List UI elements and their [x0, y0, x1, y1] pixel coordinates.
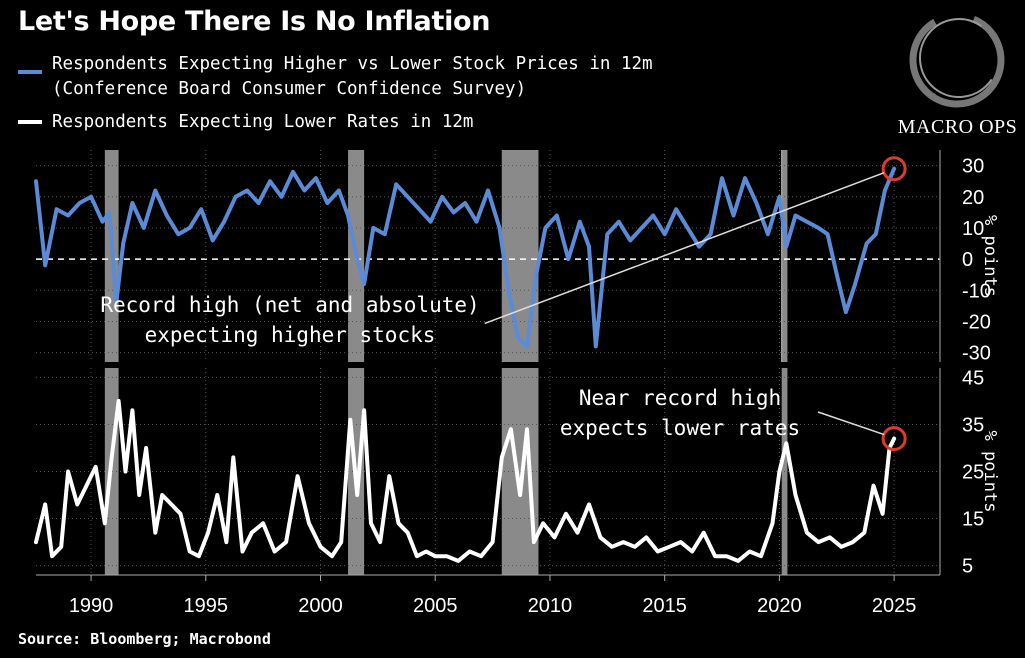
- logo-text: MACRO OPS: [897, 116, 1018, 138]
- annotations: Record high (net and absolute) expecting …: [100, 156, 907, 452]
- x-tick-label: 2025: [872, 595, 917, 617]
- legend-swatch-white: [18, 120, 42, 124]
- axes: [36, 150, 941, 581]
- y-tick-label: 0: [962, 249, 973, 271]
- x-tick-label: 1995: [184, 595, 229, 617]
- x-tick-label: 1990: [69, 595, 114, 617]
- chart-title: Let's Hope There Is No Inflation: [18, 6, 491, 37]
- x-tick-label: 2010: [528, 595, 573, 617]
- annotation-stocks-line1: Record high (net and absolute): [100, 293, 479, 317]
- annotation-stocks-line2: expecting higher stocks: [145, 323, 436, 347]
- recession-band: [781, 150, 788, 362]
- annotation-rates-line2: expects lower rates: [560, 416, 800, 440]
- y-tick-label: 5: [962, 556, 973, 578]
- y-tick-label: 35: [962, 414, 984, 436]
- series-line-rates: [34, 398, 897, 563]
- y-tick-label: -30: [962, 343, 991, 365]
- legend-label-stocks: Respondents Expecting Higher vs Lower St…: [52, 54, 653, 74]
- annotation-pointer-stocks: [484, 172, 885, 325]
- legend-swatch-blue: [18, 70, 42, 74]
- annotation-pointer-rates: [817, 411, 885, 436]
- y-tick-label: 45: [962, 367, 984, 389]
- series-line-stocks: [34, 166, 897, 349]
- annotation-rates-line1: Near record high: [579, 386, 781, 410]
- gridlines: [36, 150, 940, 575]
- highlight-circle-stocks: [881, 156, 907, 182]
- y-tick-label: -10: [962, 280, 991, 302]
- y-axis-unit-label: % points: [980, 431, 1000, 513]
- legend-label-source-survey: (Conference Board Consumer Confidence Su…: [52, 79, 527, 99]
- recession-band: [501, 150, 539, 362]
- source-note: Source: Bloomberg; Macrobond: [18, 630, 271, 648]
- y-axis-unit-label: % points: [980, 215, 1000, 297]
- x-tick-label: 2005: [413, 595, 458, 617]
- recession-bands: [104, 150, 788, 575]
- highlight-circle-rates: [881, 426, 907, 452]
- legend-label-rates: Respondents Expecting Lower Rates in 12m: [52, 112, 474, 132]
- x-tick-label: 2000: [298, 595, 343, 617]
- y-tick-label: 30: [962, 156, 984, 178]
- y-tick-label: 15: [962, 509, 984, 531]
- macro-ops-logo: MACRO OPS: [890, 2, 1025, 142]
- x-tick-label: 2015: [642, 595, 687, 617]
- x-tick-label: 2020: [757, 595, 802, 617]
- y-tick-label: 20: [962, 187, 984, 209]
- y-tick-label: 25: [962, 462, 984, 484]
- y-tick-label: 10: [962, 218, 984, 240]
- brush-circle-icon: [909, 12, 1005, 108]
- y-tick-label: -20: [962, 311, 991, 333]
